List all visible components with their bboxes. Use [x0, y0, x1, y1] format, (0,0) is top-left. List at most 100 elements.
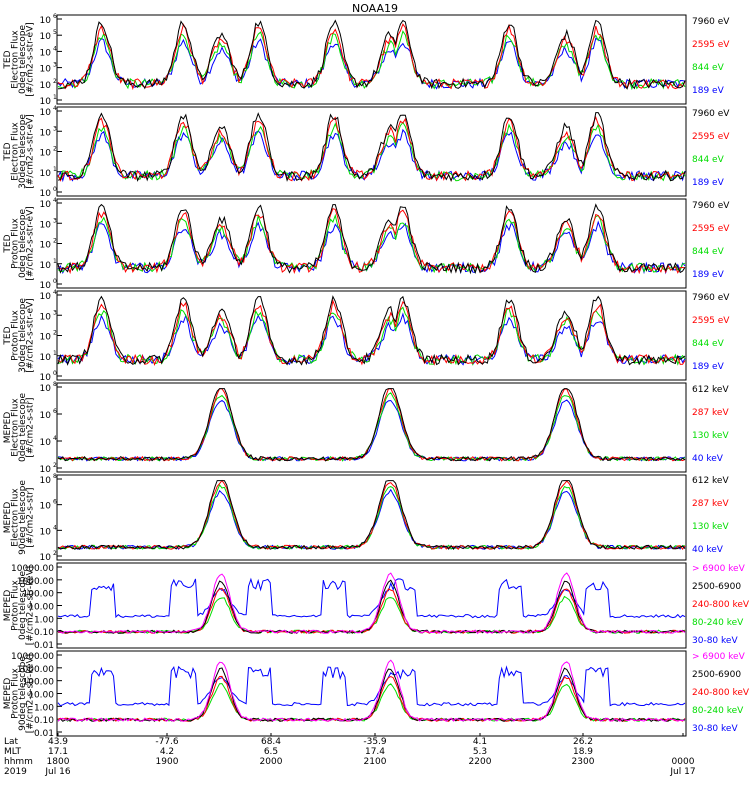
y-tick-label: 1.00: [34, 615, 54, 625]
panel-frame: [56, 14, 687, 105]
y-axis-label: TED: [3, 326, 13, 345]
legend-entry: 7960 eV: [692, 201, 730, 211]
y-axis-label: [#/cm2-s-str]: [26, 397, 36, 457]
legend-entry: 130 keV: [692, 522, 729, 532]
y-tick-exponent: 2: [53, 462, 57, 469]
legend-entry: 7960 eV: [692, 109, 730, 119]
panel-frame: [56, 106, 687, 197]
x-row-label: 2019: [4, 767, 27, 777]
y-tick-exponent: 1: [53, 94, 57, 101]
series-line-612-kev: [57, 480, 686, 550]
y-tick-label: 10: [40, 411, 52, 421]
y-tick-exponent: 4: [53, 45, 57, 52]
y-axis-label: 90deg telescope: [18, 480, 28, 555]
y-tick-exponent: 2: [53, 78, 57, 85]
y-tick-label: 10: [40, 65, 52, 75]
y-axis-label: 0deg telescope: [18, 571, 28, 641]
y-tick-exponent: 4: [53, 197, 57, 204]
y-tick-label: 10000.00: [11, 652, 54, 662]
y-tick-label: 10: [40, 189, 52, 199]
y-tick-label: 10: [40, 502, 52, 512]
series-line-30-80-kev: [57, 577, 686, 619]
legend-entry: 189 eV: [692, 178, 725, 188]
series-line-612-kev: [57, 388, 686, 462]
x-tick-label: 2000: [260, 757, 283, 767]
y-axis-label: 0deg telescope: [18, 209, 28, 279]
y-tick-label: 10: [40, 220, 52, 230]
y-axis-label: MEPED: [3, 412, 13, 444]
x-tick-label: 1900: [156, 757, 179, 767]
series-line--6900-kev: [57, 659, 686, 722]
y-axis-label: TED: [3, 142, 13, 161]
y-tick-label: 10: [40, 200, 52, 210]
y-tick-label: 10: [40, 32, 52, 42]
y-tick-exponent: 0: [53, 186, 57, 193]
legend-entry: 287 keV: [692, 499, 729, 509]
y-tick-exponent: 4: [53, 524, 57, 531]
y-tick-label: 1.00: [34, 703, 54, 713]
series-line-40-kev: [57, 488, 686, 550]
y-tick-exponent: 6: [53, 499, 57, 506]
legend-entry: 189 eV: [692, 86, 725, 96]
y-tick-label: 10: [40, 97, 52, 107]
legend-entry: 2595 eV: [692, 316, 730, 326]
series-line-7960-ev: [57, 203, 686, 275]
y-tick-exponent: 6: [53, 13, 57, 20]
series-line-844-ev: [57, 213, 686, 274]
legend-entry: 2500-6900: [692, 670, 741, 680]
y-tick-exponent: 3: [53, 62, 57, 69]
y-axis-label: Electron Flux: [11, 30, 21, 89]
x-row-label: MLT: [4, 747, 22, 757]
series-line--6900-kev: [57, 572, 686, 635]
y-tick-exponent: 4: [53, 289, 57, 296]
y-tick-label: 10: [40, 108, 52, 118]
legend-entry: 80-240 keV: [692, 706, 744, 716]
y-tick-exponent: 2: [53, 238, 57, 245]
legend-entry: 240-800 keV: [692, 600, 750, 610]
y-tick-label: 1000.00: [17, 665, 54, 675]
legend-entry: 30-80 keV: [692, 636, 738, 646]
y-tick-exponent: 2: [53, 330, 57, 337]
panel-frame: [56, 198, 687, 289]
y-tick-label: 100.00: [23, 678, 55, 688]
y-axis-label: 30deg telescope: [18, 114, 28, 189]
y-tick-exponent: 4: [53, 105, 57, 112]
panel-frame: [56, 290, 687, 381]
panel-meped-proton-0deg: 0.01 0.10 1.00 10.00 100.00 1000.00 10000.00 ME…: [3, 562, 750, 651]
y-tick-label: 10: [40, 384, 52, 394]
legend-entry: 844 eV: [692, 339, 725, 349]
y-tick-label: 10: [40, 353, 52, 363]
series-line-30-80-kev: [57, 665, 686, 707]
y-axis-label: [#/cm2-s-str-eV]: [26, 114, 36, 189]
y-axis-label: Proton Flux: [11, 310, 21, 361]
legend-entry: 40 keV: [692, 454, 724, 464]
series-line-7960-ev: [57, 295, 686, 366]
y-axis-label: 30deg telescope: [18, 298, 28, 373]
x-row-label: Lat: [4, 737, 19, 747]
y-tick-label: 0.10: [34, 628, 54, 638]
y-tick-label: 10: [40, 81, 52, 91]
x-tick-label: 2200: [469, 757, 492, 767]
x-tick-label: 18.9: [573, 747, 593, 757]
y-axis-label: 0deg telescope: [18, 393, 28, 463]
x-tick-label: 4.1: [473, 737, 487, 747]
y-axis-label: Proton Flux: [11, 218, 21, 269]
legend-entry: 7960 eV: [692, 293, 730, 303]
y-tick-exponent: 3: [53, 309, 57, 316]
y-tick-label: 10: [40, 48, 52, 58]
x-tick-label: 68.4: [261, 737, 281, 747]
y-tick-exponent: 3: [53, 125, 57, 132]
y-tick-label: 10: [40, 261, 52, 271]
y-axis-label: [#/cm2-s-str-keV]: [26, 566, 36, 645]
x-tick-label: 26.2: [573, 737, 593, 747]
y-tick-label: 10: [40, 333, 52, 343]
x-tick-label: 17.1: [48, 747, 68, 757]
legend-entry: 40 keV: [692, 545, 724, 555]
legend-entry: 2595 eV: [692, 40, 730, 50]
x-row-label: hhmm: [4, 757, 33, 767]
